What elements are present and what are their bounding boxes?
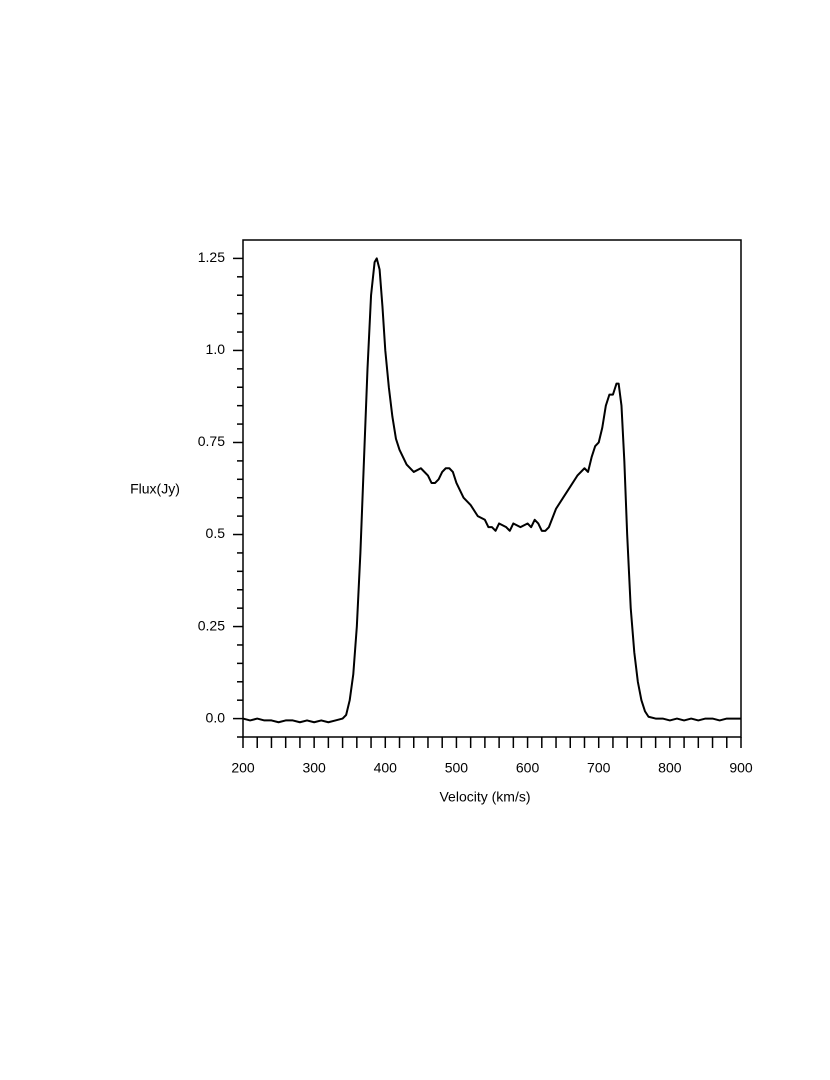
x-tick-label: 600 xyxy=(516,760,540,776)
y-tick-label: 1.25 xyxy=(198,249,225,265)
x-tick-label: 400 xyxy=(374,760,398,776)
x-tick-label: 900 xyxy=(729,760,753,776)
plot-frame xyxy=(242,239,742,738)
data-line xyxy=(242,257,741,724)
y-tick-label: 0.5 xyxy=(206,525,226,541)
y-axis-label: Flux(Jy) xyxy=(130,481,180,497)
x-tick-label: 800 xyxy=(658,760,682,776)
y-tick-label: 0.75 xyxy=(198,433,225,449)
y-tick-label: 0.25 xyxy=(198,617,225,633)
x-tick-label: 300 xyxy=(302,760,326,776)
x-tick-label: 700 xyxy=(587,760,611,776)
x-tick-label: 500 xyxy=(445,760,469,776)
x-axis-label: Velocity (km/s) xyxy=(439,789,530,805)
y-tick-label: 1.0 xyxy=(206,341,226,357)
x-tick-label: 200 xyxy=(231,760,255,776)
y-tick-label: 0.0 xyxy=(206,709,226,725)
